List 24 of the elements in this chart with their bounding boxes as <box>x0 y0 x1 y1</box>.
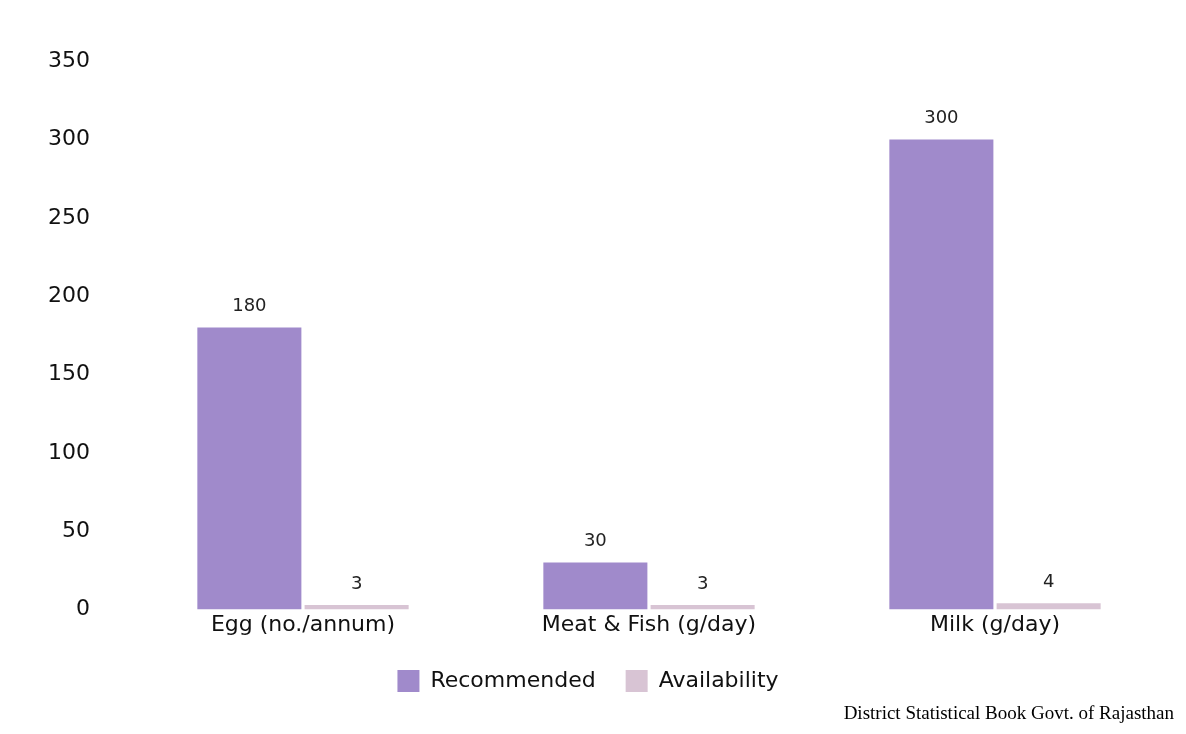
y-tick-label: 200 <box>47 281 90 307</box>
y-tick-label: 100 <box>47 438 90 464</box>
y-tick-label: 300 <box>47 125 90 151</box>
data-label: 3 <box>696 571 709 593</box>
x-tick-label: Meat & Fish (g/day) <box>541 610 757 636</box>
x-tick-label: Milk (g/day) <box>930 610 1060 636</box>
data-label: 4 <box>1042 570 1055 591</box>
data-label: 3 <box>350 571 363 593</box>
bar <box>197 327 302 610</box>
text: District Statistical Book Govt. of Rajasthan <box>843 702 1175 724</box>
legend-label: Availability <box>658 666 779 692</box>
y-tick-label: 150 <box>47 360 90 386</box>
x-tick-label: Egg (no./annum) <box>210 610 396 636</box>
y-tick-label: 350 <box>47 46 90 72</box>
bar <box>996 603 1101 610</box>
bar <box>543 562 648 610</box>
y-tick-label: 0 <box>75 595 90 621</box>
y-tick-label: 50 <box>61 516 90 542</box>
y-tick-label: 250 <box>47 203 90 229</box>
bar <box>889 139 994 610</box>
legend-label: Recommended <box>430 666 596 692</box>
data-label: 300 <box>924 106 959 128</box>
data-label: 30 <box>583 529 607 551</box>
data-label: 180 <box>232 294 267 316</box>
